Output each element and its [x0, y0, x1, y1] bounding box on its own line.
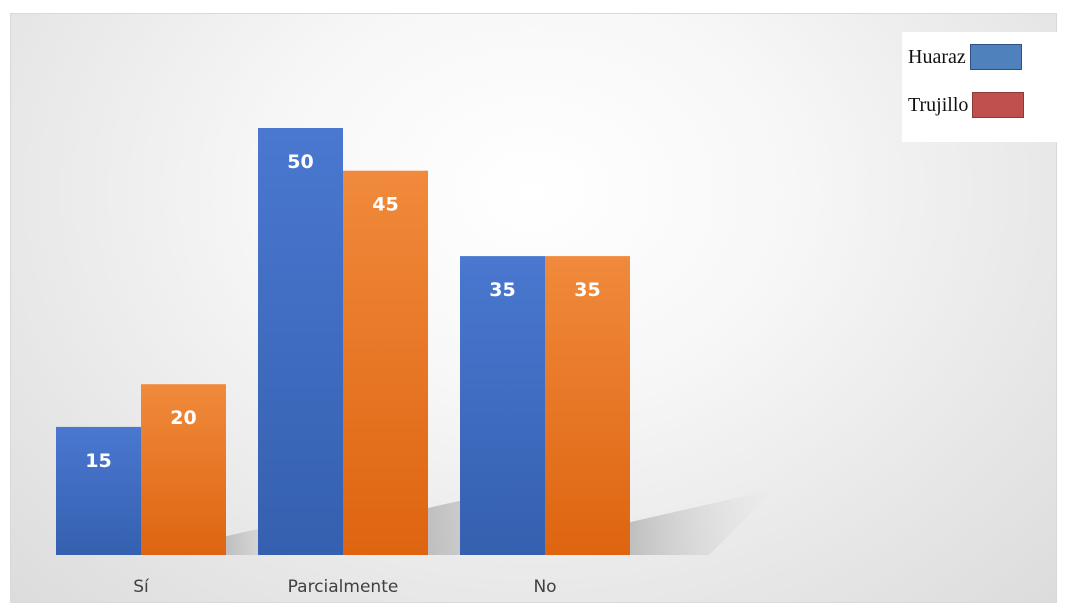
bar-huaraz-no [460, 256, 545, 555]
data-labels: 15 20 50 45 35 35 [85, 151, 600, 472]
legend: Huaraz Trujillo [902, 32, 1057, 142]
category-label-si: Sí [133, 577, 150, 597]
bars-group [56, 128, 630, 555]
bar-huaraz-parcialmente [258, 128, 343, 555]
data-label-huaraz-si: 15 [85, 450, 111, 472]
data-label-trujillo-parcialmente: 45 [372, 194, 398, 216]
data-label-huaraz-parcialmente: 50 [287, 151, 313, 173]
legend-item-trujillo: Trujillo [908, 90, 1025, 120]
bar-trujillo-si [141, 384, 226, 555]
legend-swatch-huaraz [969, 44, 1022, 70]
legend-label-trujillo: Trujillo [908, 93, 969, 116]
legend-swatch-trujillo [972, 92, 1025, 118]
category-label-parcialmente: Parcialmente [288, 577, 399, 597]
data-label-huaraz-no: 35 [489, 279, 515, 301]
category-labels: Sí Parcialmente No [133, 577, 556, 597]
category-label-no: No [533, 577, 556, 597]
bar-trujillo-no [545, 256, 630, 555]
legend-label-huaraz: Huaraz [908, 45, 966, 68]
bar-huaraz-si [56, 426, 141, 555]
data-label-trujillo-si: 20 [170, 407, 196, 429]
legend-item-huaraz: Huaraz [908, 42, 1022, 72]
bar-shadow-no [630, 489, 775, 555]
bar-trujillo-parcialmente [343, 170, 428, 555]
data-label-trujillo-no: 35 [574, 279, 600, 301]
